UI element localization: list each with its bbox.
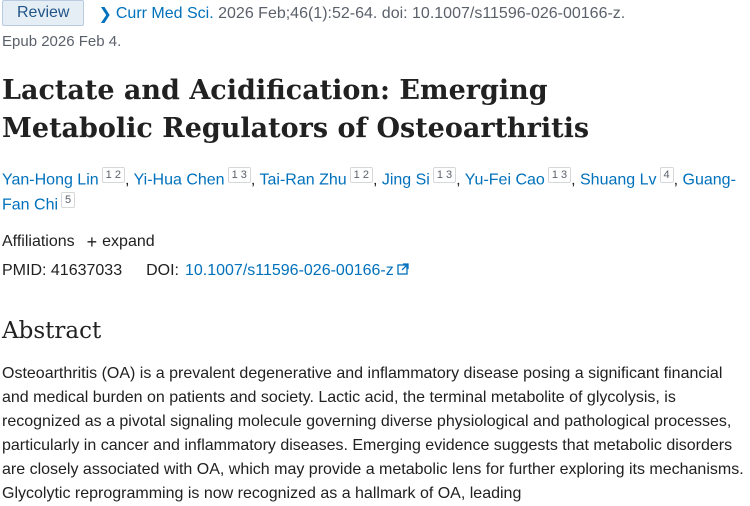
article-title: Lactate and Acidification: Emerging Meta… (2, 75, 590, 144)
authors-list: Yan-Hong Lin 1 2, Yi-Hua Chen 1 3, Tai-Ran… (2, 167, 736, 214)
doi-label: DOI: (146, 262, 179, 279)
epub-date: Epub 2026 Feb 4. (2, 33, 122, 50)
affiliations-toggle[interactable]: Affiliations + expand (2, 233, 155, 251)
affiliation-number[interactable]: 1 3 (547, 167, 572, 183)
affiliation-number[interactable]: 1 3 (227, 167, 251, 183)
pmid-label: PMID: (2, 262, 47, 279)
author-link[interactable]: Guang-Fan Chi (2, 171, 736, 214)
affiliation-number[interactable]: 4 (659, 167, 674, 183)
author-link[interactable]: Shuang Lv (580, 171, 657, 189)
author-link[interactable]: Yi-Hua Chen (133, 171, 225, 189)
journal-link[interactable]: Curr Med Sci. (115, 5, 214, 22)
pmid-value: 41637033 (50, 262, 123, 279)
affiliations-label: Affiliations (2, 233, 75, 250)
affiliation-number[interactable]: 1 2 (101, 167, 125, 183)
author-link[interactable]: Jing Si (381, 171, 430, 189)
doi-link[interactable]: 10.1007/s11596-026-00166-z (184, 262, 394, 279)
abstract-heading: Abstract (2, 318, 102, 344)
chevron-right-icon: ❯ (98, 6, 112, 23)
publication-type-badge[interactable]: Review (2, 0, 85, 26)
affiliation-number[interactable]: 1 2 (349, 167, 373, 183)
author-link[interactable]: Yan-Hong Lin (2, 171, 99, 189)
identifiers: PMID: 41637033 DOI: 10.1007/s11596-026-0… (2, 262, 409, 280)
journal-citation: ❯ Curr Med Sci. 2026 Feb;46(1):52-64. doi… (98, 3, 625, 23)
affiliation-number[interactable]: 1 3 (432, 167, 457, 183)
plus-icon: + (86, 232, 98, 252)
author-link[interactable]: Tai-Ran Zhu (259, 171, 347, 189)
affiliation-number[interactable]: 5 (61, 192, 76, 209)
abstract-text: Osteoarthritis (OA) is a prevalent degen… (2, 365, 744, 502)
external-link-icon[interactable] (397, 262, 409, 280)
author-link[interactable]: Yu-Fei Cao (464, 171, 545, 189)
citation-header: Review ❯ Curr Med Sci. 2026 Feb;46(1):52-… (0, 0, 625, 26)
citation-text: 2026 Feb;46(1):52-64. doi: 10.1007/s1159… (218, 5, 626, 22)
expand-label[interactable]: expand (102, 233, 155, 250)
